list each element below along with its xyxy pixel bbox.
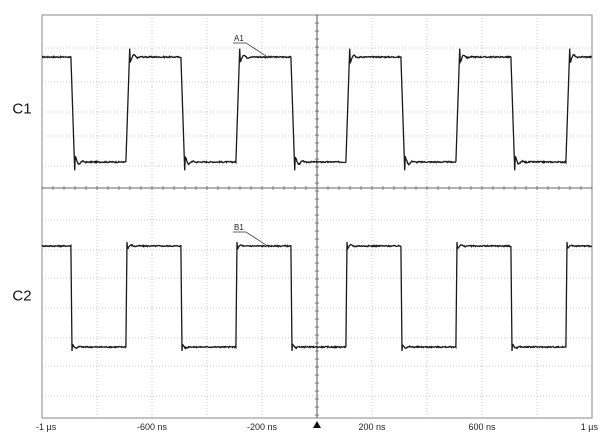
marker-pointer [245,42,267,57]
marker-label: A1 [234,34,244,43]
x-tick-label: 200 ns [358,422,386,432]
x-tick-label: -1 µs [36,422,57,432]
trigger-marker-icon [313,421,321,428]
channel-label: C1 [12,101,31,118]
channel-label: C2 [12,288,31,305]
marker-label: B1 [234,223,244,232]
x-tick-label: 600 ns [468,422,496,432]
channel-labels: C1 C2 [12,101,31,305]
plot-grid [41,14,593,419]
waveform-c2 [41,241,593,352]
x-tick-label: 1 µs [581,422,599,432]
x-tick-label: -200 ns [247,422,278,432]
x-tick-label: -600 ns [137,422,168,432]
x-axis: -1 µs -600 ns -200 ns 200 ns 600 ns 1 µs [36,422,598,432]
waveform-c1 [41,48,592,171]
waveform-traces: A1 B1 [41,34,593,352]
marker-pointer [245,231,267,246]
